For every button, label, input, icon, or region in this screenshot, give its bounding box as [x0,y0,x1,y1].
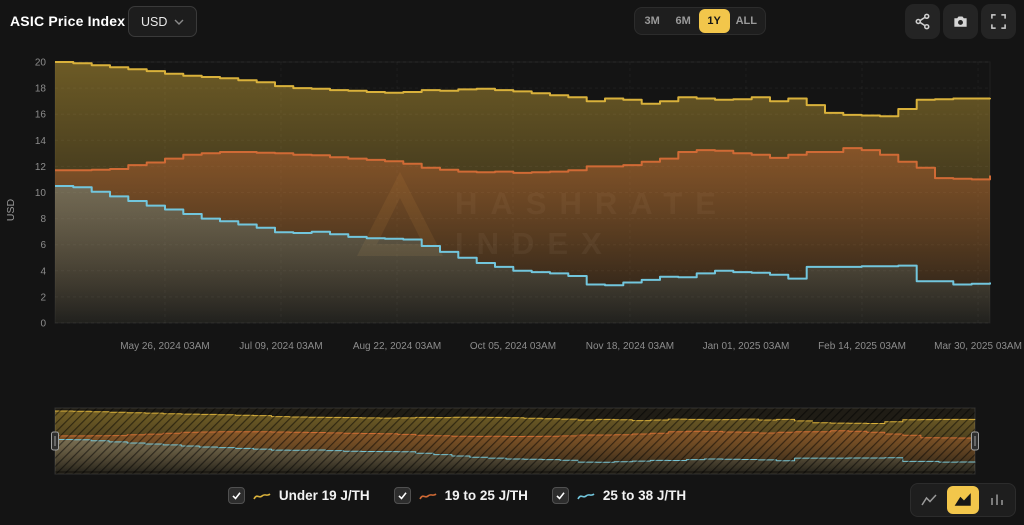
legend: Under 19 J/TH 19 to 25 J/TH 25 to 38 J/T [0,487,969,504]
x-tick-label: Nov 18, 2024 03AM [586,341,674,352]
series-swatch-icon [577,492,595,499]
page-title: ASIC Price Index [10,13,126,29]
chart-axes: 0 2 4 6 8 10 12 14 16 18 20 May 26, 2024 03AM Jul 09… [35,58,1022,353]
currency-value: USD [141,14,168,29]
area-chart-icon [954,493,971,506]
series-swatch-icon [253,492,271,499]
chevron-down-icon [174,19,184,25]
fullscreen-icon [991,14,1006,29]
chart-type-selector [910,483,1016,517]
legend-item-25-to-38[interactable]: 25 to 38 J/TH [551,487,687,504]
legend-item-19-to-25[interactable]: 19 to 25 J/TH [393,487,528,504]
x-tick-label: Oct 05, 2024 03AM [470,341,556,352]
y-tick-label: 2 [40,292,46,303]
y-tick-label: 6 [40,240,46,251]
line-chart-icon [921,494,937,506]
range-selector: 3M 6M 1Y ALL [633,7,766,35]
y-tick-label: 18 [35,84,47,95]
checkbox-checked-icon[interactable] [551,487,569,504]
share-button[interactable] [905,4,940,39]
header: ASIC Price Index USD 3M 6M 1Y ALL [0,0,1024,46]
chart-series [55,61,991,323]
x-tick-label: Feb 14, 2025 03AM [818,341,906,352]
line-m-series-2 [55,185,991,287]
y-tick-label: 10 [35,188,47,199]
y-tick-label: 20 [35,58,47,69]
range-button-all[interactable]: ALL [730,9,763,33]
range-button-3m[interactable]: 3M [637,9,668,33]
y-tick-label: 8 [40,214,46,225]
footer: Under 19 J/TH 19 to 25 J/TH 25 to 38 J/T [0,483,1024,525]
y-tick-label: 0 [40,319,46,330]
fullscreen-button[interactable] [981,4,1016,39]
legend-item-under-19[interactable]: Under 19 J/TH [227,487,370,504]
navigator-left-handle[interactable] [51,431,59,451]
navigator-hatch-overlay [55,408,975,474]
column-chart-icon [991,494,1003,505]
camera-icon [954,16,967,27]
line-m-series-1 [55,147,991,181]
legend-label: 25 to 38 J/TH [602,488,687,503]
y-tick-label: 16 [35,110,47,121]
x-tick-label: Mar 30, 2025 03AM [934,341,1022,352]
camera-button[interactable] [943,4,978,39]
legend-label: Under 19 J/TH [278,488,370,503]
range-navigator[interactable] [0,402,1024,480]
line-m-series-0 [55,61,991,118]
x-tick-label: Jan 01, 2025 03AM [703,341,790,352]
x-tick-label: May 26, 2024 03AM [120,341,210,352]
area-m-series-2 [55,186,990,323]
y-axis-title: USD [5,198,17,221]
y-tick-label: 14 [35,136,47,147]
chart-type-column-button[interactable] [981,486,1013,514]
navigator-right-handle[interactable] [971,431,979,451]
x-tick-label: Aug 22, 2024 03AM [353,341,441,352]
chart-type-area-button[interactable] [947,486,979,514]
y-tick-label: 4 [40,266,46,277]
legend-label: 19 to 25 J/TH [444,488,528,503]
checkbox-checked-icon[interactable] [393,487,411,504]
x-tick-label: Jul 09, 2024 03AM [239,341,322,352]
share-icon [915,13,930,30]
range-button-6m[interactable]: 6M [668,9,699,33]
currency-dropdown[interactable]: USD [128,6,198,37]
checkbox-checked-icon[interactable] [227,487,245,504]
y-tick-label: 12 [35,162,47,173]
series-swatch-icon [418,492,437,499]
chart-type-line-button[interactable] [913,486,945,514]
range-button-1y[interactable]: 1Y [698,9,730,33]
